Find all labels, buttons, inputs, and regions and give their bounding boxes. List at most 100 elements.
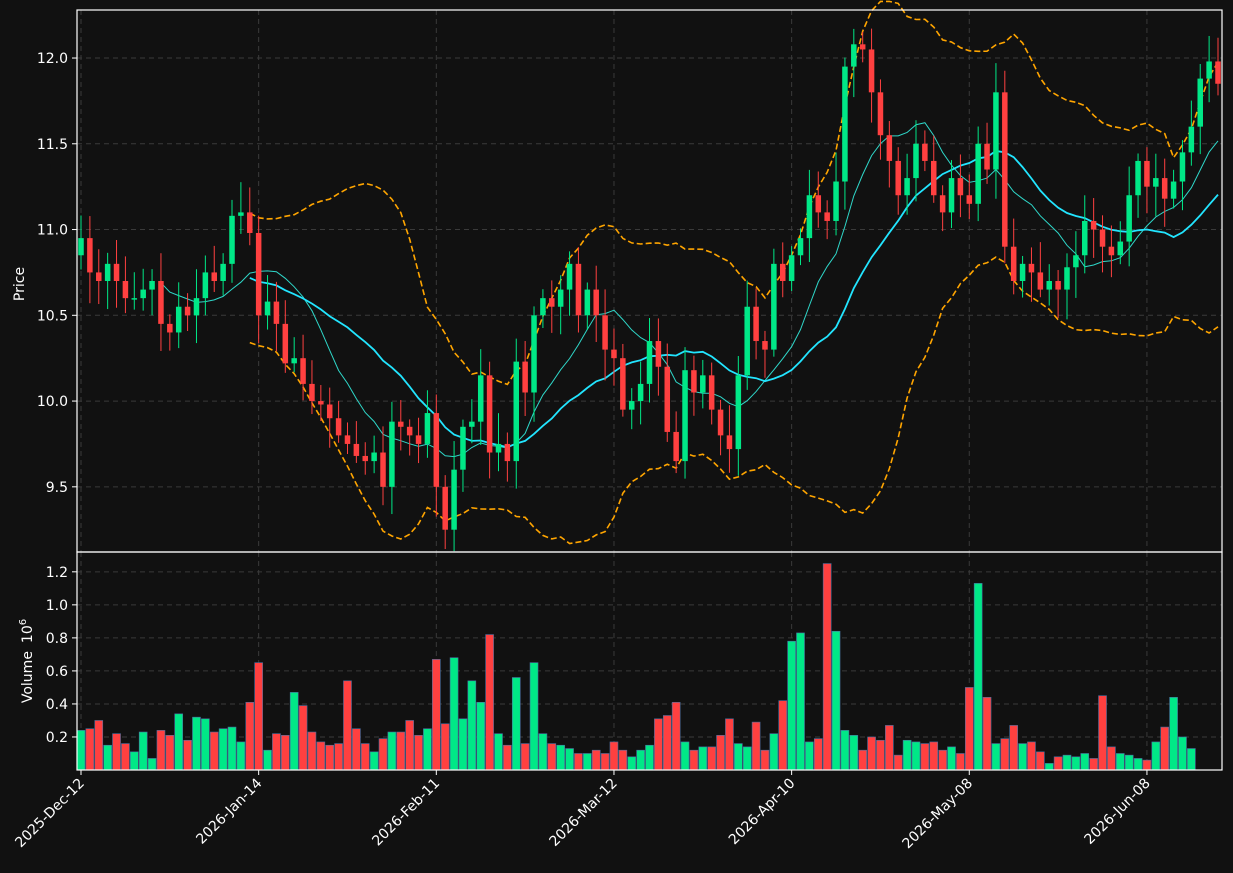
candle-body	[540, 298, 546, 316]
candle-body	[779, 263, 786, 281]
candle-body	[549, 298, 555, 307]
candle-body	[477, 375, 484, 422]
candle-body	[948, 178, 955, 213]
candle-body	[211, 272, 217, 281]
volume-bar	[680, 741, 690, 771]
candle-body	[762, 341, 768, 350]
candle-body	[1117, 241, 1124, 256]
volume-tick-label: 0.2	[46, 730, 68, 746]
candle-body	[318, 401, 324, 405]
volume-bar	[85, 728, 95, 771]
candle-body	[460, 426, 466, 470]
volume-bar	[1062, 754, 1072, 771]
candle-body	[984, 143, 990, 170]
volume-bar	[707, 746, 716, 771]
volume-bar	[1115, 753, 1125, 771]
volume-bar	[698, 746, 708, 771]
candle-body	[1197, 78, 1203, 127]
candle-body	[1126, 195, 1132, 242]
candle-body	[202, 272, 209, 299]
volume-bar	[725, 718, 734, 771]
candle-body	[238, 212, 244, 216]
candle-body	[282, 323, 289, 364]
volume-bar	[316, 741, 326, 771]
candlesticks	[78, 28, 1221, 552]
bollinger-bands	[249, 0, 1219, 545]
volume-bar	[1027, 741, 1036, 771]
volume-bar	[938, 749, 947, 771]
candle-body	[1055, 281, 1061, 290]
candle-body	[424, 413, 431, 444]
volume-bar	[556, 744, 565, 771]
candle-body	[566, 263, 573, 290]
volume-bar	[503, 744, 512, 771]
volume-bar	[662, 715, 672, 771]
candle-body	[895, 160, 901, 196]
candle-body	[673, 431, 679, 462]
volume-bar	[245, 701, 255, 771]
volume-bar	[734, 743, 743, 771]
volume-bar	[920, 743, 930, 771]
volume-bar	[574, 753, 583, 771]
candle-body	[469, 421, 475, 427]
volume-bar	[964, 687, 974, 771]
candle-body	[868, 49, 875, 93]
volume-bar	[876, 739, 885, 771]
candle-body	[1028, 263, 1035, 273]
volume-bar	[1169, 697, 1178, 771]
bollinger-lower-line	[249, 256, 1219, 545]
volume-bar	[1187, 748, 1196, 771]
volume-bar	[1178, 736, 1187, 771]
volume-bar	[1000, 738, 1010, 771]
candle-body	[930, 160, 937, 196]
volume-bar	[458, 718, 468, 771]
candle-body	[851, 44, 857, 67]
candle-body	[522, 361, 528, 393]
volume-bar	[547, 743, 557, 771]
volume-bar	[831, 630, 841, 771]
volume-bar	[298, 705, 308, 771]
volume-bar	[796, 632, 805, 771]
candle-body	[877, 92, 884, 136]
volume-bar	[947, 746, 956, 771]
volume-bar	[352, 728, 361, 771]
volume-bar	[263, 749, 272, 771]
volume-bar	[1098, 695, 1107, 771]
volume-bar	[281, 735, 290, 771]
volume-bar	[218, 728, 228, 771]
candle-body	[557, 289, 564, 307]
candle-body	[806, 195, 813, 239]
volume-bar	[121, 743, 130, 771]
candle-body	[593, 289, 599, 316]
volume-tick-label: 0.8	[46, 631, 68, 647]
volume-bar	[103, 744, 112, 771]
volume-bar	[893, 754, 903, 771]
volume-bar	[583, 753, 592, 771]
candle-body	[1161, 178, 1168, 199]
candle-body	[753, 306, 759, 342]
volume-bar	[858, 749, 867, 771]
volume-bar	[751, 721, 761, 771]
candle-body	[602, 315, 608, 350]
volume-bar	[334, 743, 343, 771]
candle-body	[140, 289, 146, 299]
candle-body	[362, 455, 369, 462]
candle-body	[1064, 267, 1070, 290]
candle-body	[247, 212, 253, 233]
volume-bar	[511, 677, 521, 771]
volume-bar	[307, 731, 317, 771]
volume-bar	[423, 728, 432, 771]
volume-bar	[565, 748, 574, 771]
volume-bar	[956, 753, 965, 771]
volume-bar	[760, 749, 770, 771]
volume-bar	[165, 735, 175, 771]
volume-axis-label: Volume	[20, 651, 36, 703]
candle-body	[815, 195, 822, 213]
price-axis-ticks: 9.5 10.0 10.5 11.0 11.5 12.0	[37, 51, 77, 496]
volume-bar	[654, 718, 663, 771]
candle-body	[1037, 272, 1044, 290]
volume-bar	[156, 730, 166, 771]
volume-bar	[1053, 756, 1063, 771]
volume-bar	[885, 725, 894, 771]
volume-bar	[1142, 759, 1152, 771]
